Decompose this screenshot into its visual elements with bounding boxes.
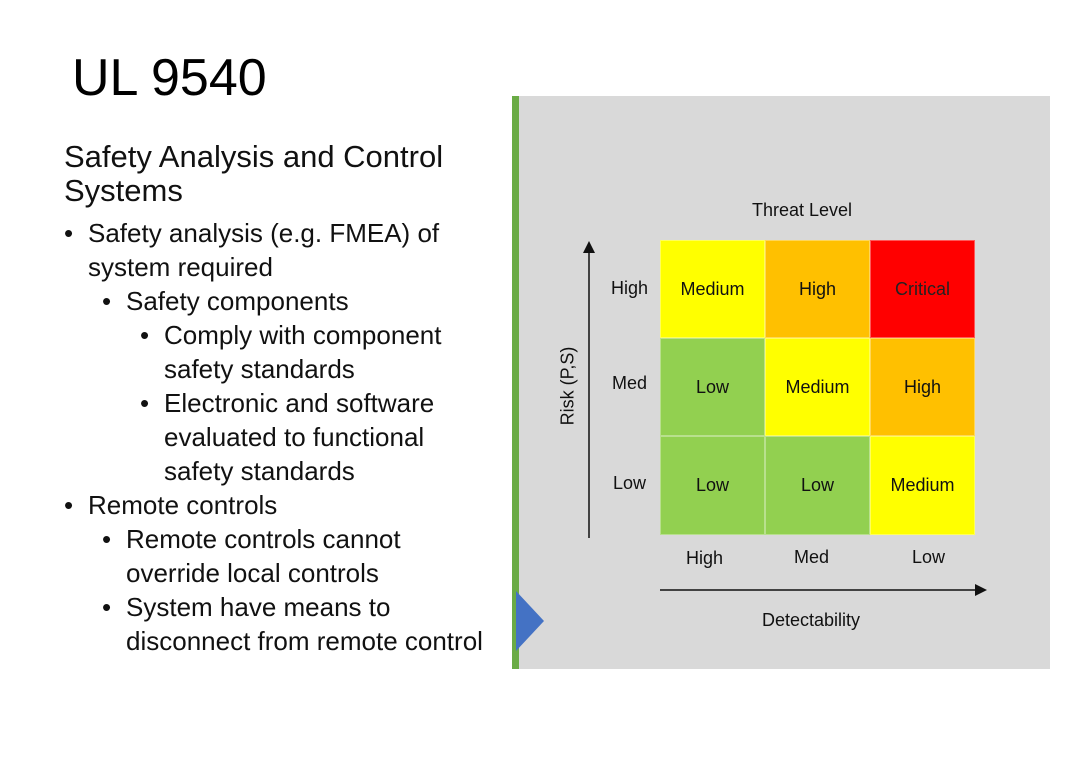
y-axis-title: Risk (P,S) xyxy=(557,346,578,426)
bullet-dot: • xyxy=(102,286,112,316)
col-label-low: Low xyxy=(912,547,946,567)
bullet-text: Remote controls xyxy=(88,490,278,520)
bullet-text: Comply with component safety standards xyxy=(164,320,442,384)
row-label-med: Med xyxy=(612,373,648,393)
matrix-cell: Low xyxy=(765,436,870,535)
matrix-cell: Medium xyxy=(870,436,975,535)
matrix-cell: High xyxy=(765,240,870,338)
slide-title: UL 9540 xyxy=(72,49,267,107)
matrix-cell-label: High xyxy=(798,278,837,299)
bullet-dot: • xyxy=(140,388,150,418)
bullet-item: • System have means to disconnect from re… xyxy=(60,590,490,658)
bullet-text: Remote controls cannot override local co… xyxy=(126,524,401,588)
bullet-item: • Safety analysis (e.g. FMEA) of system r… xyxy=(60,216,490,284)
matrix-title: Threat Level xyxy=(752,200,853,220)
bullet-text: Safety analysis (e.g. FMEA) of system re… xyxy=(88,218,440,282)
matrix-cell: Critical xyxy=(870,240,975,338)
triangle-marker-icon xyxy=(516,591,544,651)
matrix-cell-label: Medium xyxy=(785,376,850,397)
row-label-high: High xyxy=(611,278,649,298)
bullet-dot: • xyxy=(102,524,112,554)
matrix-cell-label: Medium xyxy=(890,475,955,495)
col-label-med: Med xyxy=(794,547,830,567)
row-label-low: Low xyxy=(613,473,647,493)
bullet-dot: • xyxy=(102,592,112,622)
matrix-cell-label: High xyxy=(903,376,942,397)
col-label-high: High xyxy=(686,548,724,568)
matrix-cell-label: Low xyxy=(695,475,730,495)
bullet-text: Safety components xyxy=(126,286,349,316)
bullet-dot: • xyxy=(64,490,74,520)
bullet-text: System have means to disconnect from rem… xyxy=(126,592,483,656)
x-axis-title: Detectability xyxy=(762,610,861,630)
matrix-cell-label: Low xyxy=(800,475,835,495)
matrix-cell-label: Low xyxy=(695,376,730,397)
bullet-list: • Safety analysis (e.g. FMEA) of system r… xyxy=(60,216,490,658)
bullet-dot: • xyxy=(140,320,150,350)
bullet-item: • Safety components xyxy=(60,284,490,318)
slide-subtitle: Safety Analysis and Control Systems xyxy=(64,139,444,208)
bullet-text: Electronic and software evaluated to fun… xyxy=(164,388,435,486)
matrix-cell: Medium xyxy=(765,338,870,436)
bullet-item: • Electronic and software evaluated to fu… xyxy=(60,386,490,488)
bullet-item: • Comply with component safety standards xyxy=(60,318,490,386)
panel-accent-bar xyxy=(512,96,519,669)
bullet-item: • Remote controls cannot override local c… xyxy=(60,522,490,590)
matrix-cell: Low xyxy=(660,436,765,535)
matrix-cell-label: Medium xyxy=(680,278,745,299)
matrix-cell-label: Critical xyxy=(894,278,950,299)
risk-matrix-grid: Medium High Critical Low Medium High Low… xyxy=(660,240,975,535)
bullet-dot: • xyxy=(64,218,74,248)
matrix-cell: High xyxy=(870,338,975,436)
matrix-cell: Medium xyxy=(660,240,765,338)
matrix-cell: Low xyxy=(660,338,765,436)
risk-matrix-panel: Threat Level High Med Low Medium High Cr… xyxy=(512,96,1050,669)
bullet-item: • Remote controls xyxy=(60,488,490,522)
axis-arrows xyxy=(583,241,987,596)
